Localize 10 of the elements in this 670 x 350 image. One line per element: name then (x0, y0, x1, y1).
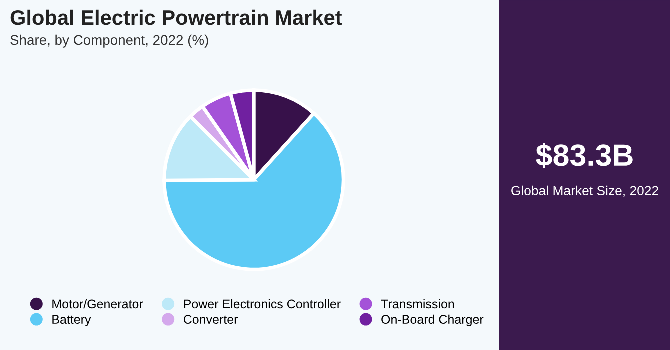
chart-title: Global Electric Powertrain Market (10, 10, 342, 26)
legend-label: Power Electronics Controller (184, 299, 341, 309)
legend-label: On-Board Charger (382, 314, 484, 326)
legend-label: Motor/Generator (52, 299, 144, 309)
legend-label: Transmission (381, 299, 454, 309)
legend-label: Converter (184, 315, 238, 324)
text: $83.3B (536, 143, 633, 168)
legend-label: Battery (52, 315, 92, 326)
text: Global Market Size, 2022 (512, 186, 658, 198)
chart-subtitle: Share, by Component, 2022 (%) (10, 34, 208, 48)
